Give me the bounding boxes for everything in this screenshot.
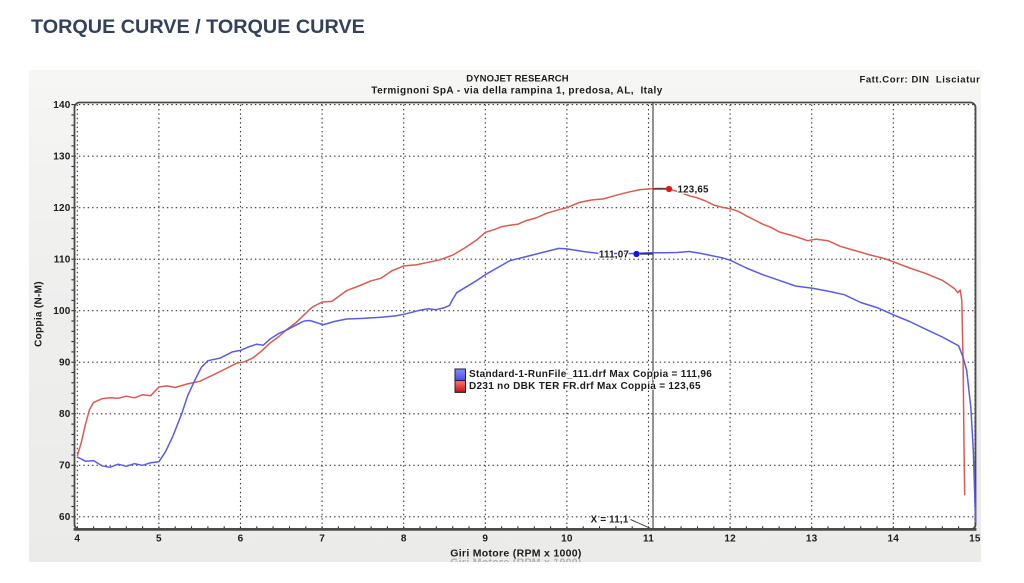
- svg-text:Giri Motore (RPM x 1000): Giri Motore (RPM x 1000): [450, 557, 581, 563]
- svg-text:13: 13: [806, 534, 818, 545]
- svg-text:110: 110: [54, 255, 71, 266]
- svg-text:11: 11: [643, 534, 654, 545]
- svg-text:130: 130: [53, 152, 71, 163]
- svg-text:8: 8: [401, 534, 407, 545]
- svg-text:X = 11,1: X = 11,1: [591, 514, 629, 525]
- svg-text:15: 15: [969, 534, 981, 545]
- svg-text:Coppia (N-M): Coppia (N-M): [34, 281, 45, 347]
- svg-text:80: 80: [59, 409, 71, 420]
- svg-text:12: 12: [724, 534, 736, 545]
- svg-text:90: 90: [59, 358, 71, 369]
- svg-text:7: 7: [319, 534, 325, 545]
- svg-text:140: 140: [53, 100, 71, 111]
- svg-text:10: 10: [561, 534, 573, 545]
- svg-text:4: 4: [74, 534, 80, 545]
- svg-text:60: 60: [59, 512, 71, 523]
- svg-text:DYNOJET RESEARCH: DYNOJET RESEARCH: [466, 74, 568, 85]
- svg-text:9: 9: [482, 534, 488, 545]
- svg-text:D231 no DBK TER FR.drf Max Cop: D231 no DBK TER FR.drf Max Coppia = 123,…: [469, 381, 701, 392]
- svg-text:Giri Motore (RPM x 1000): Giri Motore (RPM x 1000): [450, 548, 581, 560]
- svg-text:6: 6: [238, 534, 244, 545]
- svg-text:111,07: 111,07: [599, 250, 629, 261]
- svg-text:Termignoni SpA - via della ram: Termignoni SpA - via della rampina 1, pr…: [371, 86, 662, 97]
- svg-text:14: 14: [888, 534, 900, 545]
- svg-text:Fatt.Corr: DIN Lisciaturi: Fatt.Corr: DIN Lisciaturi: [860, 74, 982, 85]
- svg-text:Standard-1-RunFile_111.drf Max: Standard-1-RunFile_111.drf Max Coppia = …: [469, 369, 712, 380]
- svg-text:100: 100: [53, 306, 71, 317]
- svg-text:120: 120: [53, 203, 71, 214]
- svg-text:123,65: 123,65: [678, 185, 710, 196]
- svg-text:70: 70: [59, 461, 71, 472]
- svg-text:5: 5: [156, 534, 162, 545]
